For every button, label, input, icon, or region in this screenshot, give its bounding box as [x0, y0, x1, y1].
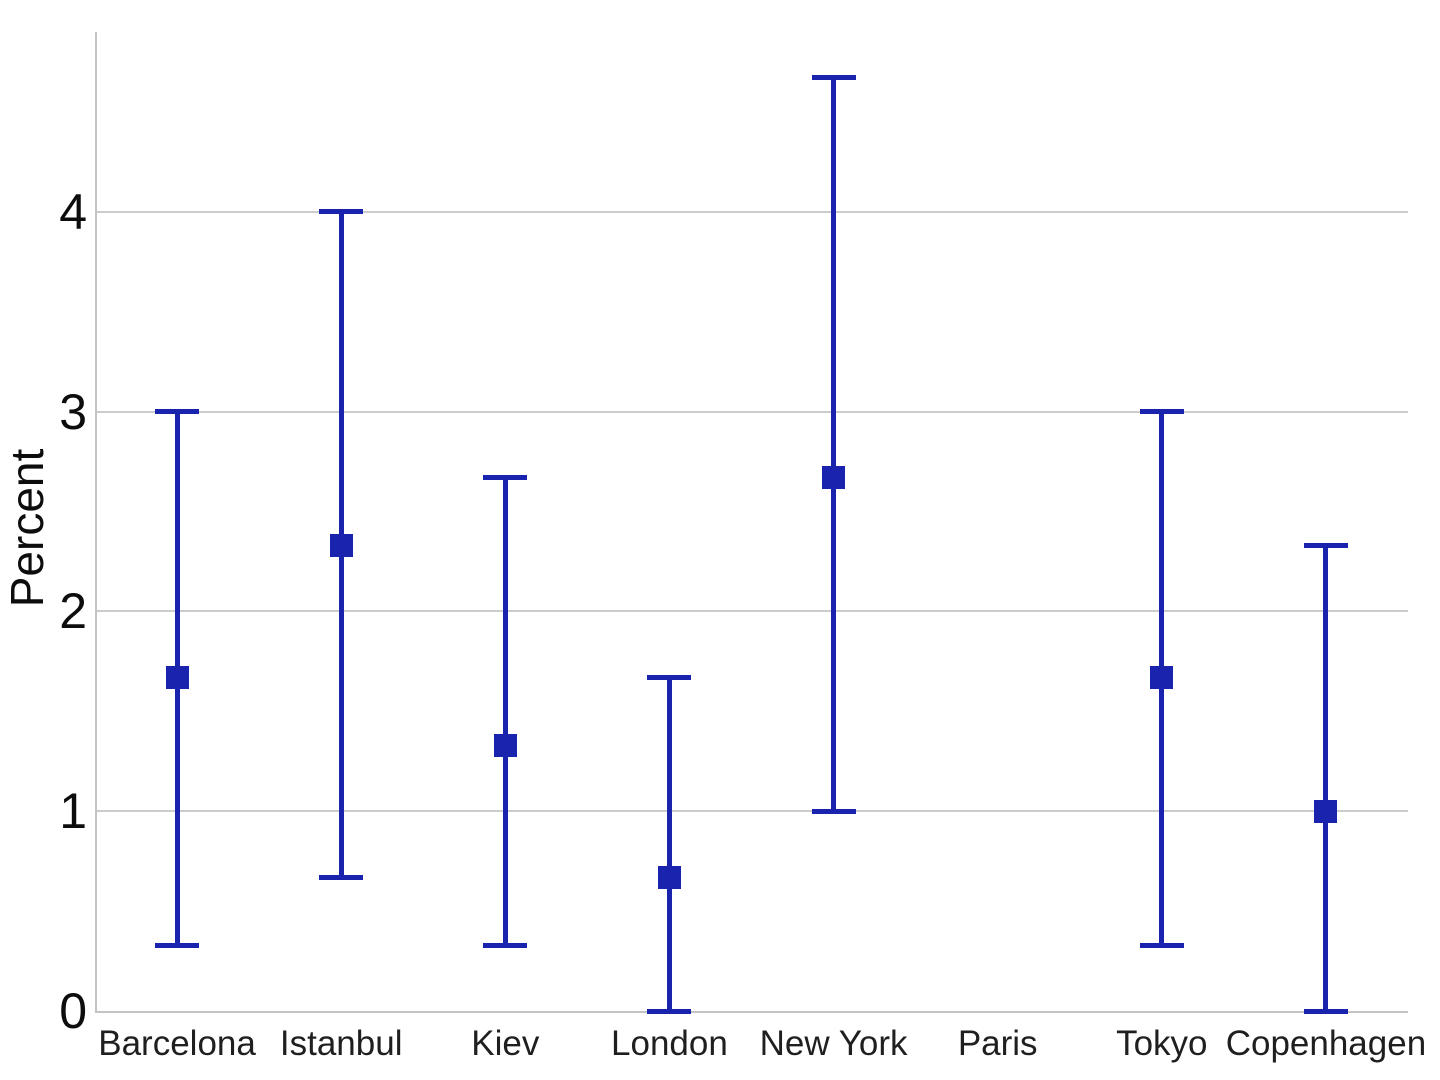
xtick-label-paris: Paris	[957, 1024, 1038, 1063]
point-marker-istanbul	[329, 533, 353, 557]
errorbar-cap-upper-copenhagen	[1303, 542, 1348, 548]
xtick-label-kiev: Kiev	[471, 1024, 540, 1063]
ytick-label: 3	[59, 383, 87, 440]
xtick-label-copenhagen: Copenhagen	[1225, 1024, 1427, 1063]
errorbar-line-london	[666, 677, 672, 1011]
x-axis	[95, 1011, 1408, 1013]
errorbar-cap-lower-barcelona	[155, 942, 200, 948]
ytick-label: 4	[59, 183, 87, 240]
errorbar-line-new-york	[831, 77, 837, 812]
gridline-y3	[95, 410, 1408, 413]
xtick-label-london: London	[611, 1024, 728, 1063]
gridline-y1	[95, 810, 1408, 813]
errorbar-cap-upper-tokyo	[1139, 409, 1184, 415]
point-marker-new-york	[822, 466, 846, 490]
errorbar-cap-lower-copenhagen	[1303, 1008, 1348, 1014]
xtick-label-tokyo: Tokyo	[1116, 1024, 1208, 1063]
errorbar-cap-lower-new-york	[811, 808, 856, 814]
xtick-label-new-york: New York	[759, 1024, 908, 1063]
ytick-label: 1	[59, 783, 87, 840]
xtick-label-barcelona: Barcelona	[98, 1024, 256, 1063]
xtick-label-istanbul: Istanbul	[279, 1024, 403, 1063]
errorbar-cap-lower-tokyo	[1139, 942, 1184, 948]
errorbar-cap-upper-barcelona	[155, 409, 200, 415]
errorbar-cap-upper-kiev	[483, 475, 528, 481]
errorbar-cap-lower-istanbul	[319, 874, 364, 880]
errorbar-cap-upper-new-york	[811, 75, 856, 81]
errorbar-cap-upper-istanbul	[319, 209, 364, 215]
point-marker-london	[657, 865, 681, 889]
ytick-label: 2	[59, 583, 87, 640]
gridline-y2	[95, 610, 1408, 613]
errorbar-line-kiev	[502, 477, 508, 946]
errorbar-cap-upper-london	[647, 674, 692, 680]
y-axis	[95, 32, 97, 1013]
point-marker-copenhagen	[1314, 799, 1338, 823]
point-marker-kiev	[493, 733, 517, 757]
errorbar-line-copenhagen	[1323, 545, 1329, 1011]
gridline-y4	[95, 210, 1408, 213]
errorbar-cap-lower-kiev	[483, 942, 528, 948]
point-marker-tokyo	[1150, 665, 1174, 689]
ytick-label: 0	[59, 983, 87, 1039]
point-marker-barcelona	[165, 665, 189, 689]
errorbar-cap-lower-london	[647, 1008, 692, 1014]
